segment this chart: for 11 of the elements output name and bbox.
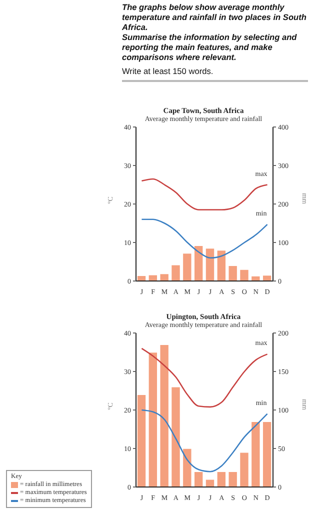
- bar: [239, 269, 250, 281]
- text: Summarise the information by selecting and reporting the main features, and make comparisons where relevant.: [122, 32, 298, 62]
- bar: [239, 452, 250, 487]
- line-series: [141, 409, 268, 472]
- line-series: [141, 218, 268, 259]
- text: The graphs below show average monthly temperature and rainfall in two places in South Africa.: [122, 2, 308, 32]
- text: Write at least 150 words.: [122, 66, 308, 82]
- bar: [170, 264, 181, 281]
- line-series: [141, 178, 268, 210]
- line-series: [141, 348, 268, 408]
- bar: [170, 386, 181, 487]
